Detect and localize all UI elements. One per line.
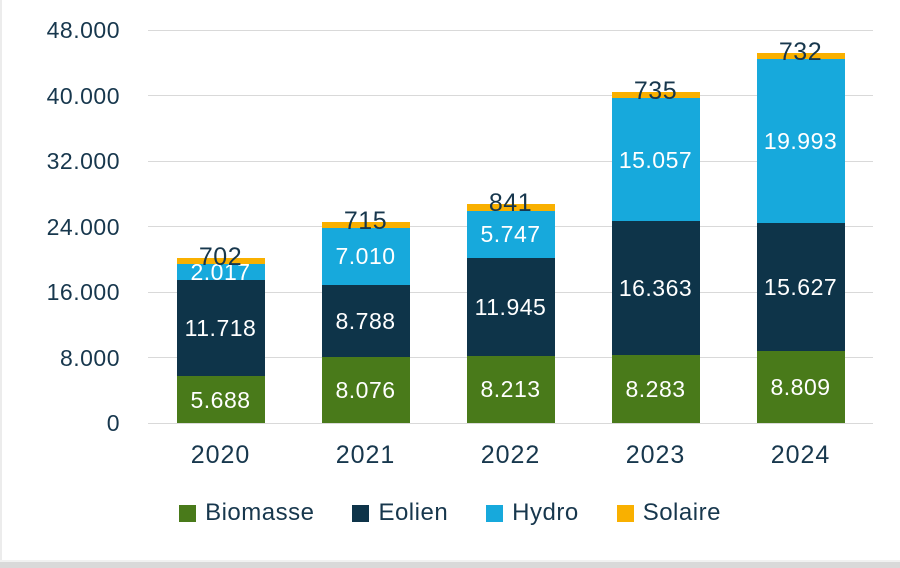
bar-segment-biomasse: 5.688 <box>176 376 265 423</box>
card-left-edge <box>0 0 2 561</box>
data-label-eolien: 15.627 <box>763 273 838 300</box>
bar-segment-hydro: 7.010 <box>321 227 410 285</box>
gridline <box>148 29 873 31</box>
data-label-solaire: 735 <box>633 76 678 105</box>
x-axis-tick-label: 2023 <box>625 441 686 469</box>
legend-swatch-icon <box>486 504 504 522</box>
y-axis-tick-label: 48.000 <box>46 17 120 43</box>
bar-segment-solaire: 732 <box>756 39 845 65</box>
data-label-eolien: 16.363 <box>618 275 693 302</box>
y-axis-tick-label: 16.000 <box>46 279 120 305</box>
bar-segment-biomasse: 8.283 <box>611 355 700 423</box>
y-axis-tick-label: 32.000 <box>46 148 120 174</box>
gridline <box>148 95 873 96</box>
data-label-biomasse: 8.809 <box>770 373 831 400</box>
x-axis-tick-label: 2024 <box>770 441 831 469</box>
legend: Biomasse Eolien Hydro Solaire <box>0 499 900 527</box>
data-label-biomasse: 8.283 <box>625 376 686 403</box>
y-axis-tick-label: 0 <box>106 410 120 436</box>
card-bottom-edge <box>0 562 900 568</box>
bar-segment-eolien: 11.718 <box>176 280 265 377</box>
bar-segment-hydro: 19.993 <box>756 59 845 223</box>
y-axis-tick-label: 24.000 <box>46 213 120 240</box>
legend-swatch-icon <box>352 504 370 522</box>
x-axis-tick-label: 2022 <box>480 441 541 469</box>
data-label-solaire: 841 <box>488 189 533 218</box>
bar-segment-solaire: 841 <box>466 190 555 216</box>
data-label-biomasse: 8.076 <box>335 376 396 403</box>
x-axis-tick-label: 2020 <box>190 441 251 469</box>
bar-segment-eolien: 15.627 <box>756 222 845 351</box>
bar-segment-biomasse: 8.809 <box>756 350 845 423</box>
legend-label: Eolien <box>378 499 449 526</box>
legend-swatch-icon <box>179 504 197 522</box>
data-label-hydro: 15.057 <box>618 146 693 173</box>
bar-segment-solaire: 735 <box>611 78 700 104</box>
card-bottom-highlight <box>0 560 900 562</box>
data-label-eolien: 8.788 <box>335 307 396 334</box>
legend-label: Solaire <box>642 499 721 526</box>
gridline <box>148 160 873 162</box>
bar-segment-eolien: 11.945 <box>466 257 555 356</box>
bar-segment-hydro: 15.057 <box>611 97 700 222</box>
data-label-hydro: 2.017 <box>190 259 251 286</box>
bar-segment-hydro: 5.747 <box>466 210 555 258</box>
bar-segment-solaire: 702 <box>176 244 265 270</box>
data-label-solaire: 715 <box>343 206 388 235</box>
legend-swatch-icon <box>616 504 634 522</box>
bar-segment-eolien: 8.788 <box>321 284 410 357</box>
bar-segment-hydro: 2.017 <box>176 260 265 284</box>
legend-label: Biomasse <box>205 499 315 526</box>
data-label-biomasse: 8.213 <box>480 376 541 403</box>
stacked-bar-2020: 5.688 11.718 2.017 702 <box>176 244 265 423</box>
legend-item-solaire: Solaire <box>616 499 721 527</box>
bar-segment-biomasse: 8.213 <box>466 355 555 423</box>
data-label-biomasse: 5.688 <box>190 386 251 413</box>
legend-item-hydro: Hydro <box>486 499 579 527</box>
y-axis-tick-label: 8.000 <box>59 344 120 371</box>
stacked-bar-2021: 8.076 8.788 7.010 715 <box>321 208 410 423</box>
data-label-hydro: 7.010 <box>335 243 396 270</box>
data-label-eolien: 11.718 <box>184 315 257 342</box>
legend-item-eolien: Eolien <box>352 499 448 527</box>
bar-segment-eolien: 16.363 <box>611 221 700 356</box>
data-label-hydro: 19.993 <box>763 128 838 155</box>
data-label-eolien: 11.945 <box>474 293 547 320</box>
y-axis-tick-label: 40.000 <box>46 82 120 109</box>
data-label-hydro: 5.747 <box>480 221 541 248</box>
gridline <box>148 422 873 424</box>
stacked-bar-2022: 8.213 11.945 5.747 841 <box>466 190 555 423</box>
bar-segment-solaire: 715 <box>321 208 410 234</box>
bar-segment-biomasse: 8.076 <box>321 356 410 423</box>
stacked-bar-2024: 8.809 15.627 19.993 732 <box>756 39 845 423</box>
stacked-bar-2023: 8.283 16.363 15.057 735 <box>611 78 700 423</box>
legend-item-biomasse: Biomasse <box>179 499 314 527</box>
x-axis-tick-label: 2021 <box>335 441 396 469</box>
legend-label: Hydro <box>512 499 579 526</box>
data-label-solaire: 702 <box>198 243 243 272</box>
data-label-solaire: 732 <box>778 38 823 67</box>
